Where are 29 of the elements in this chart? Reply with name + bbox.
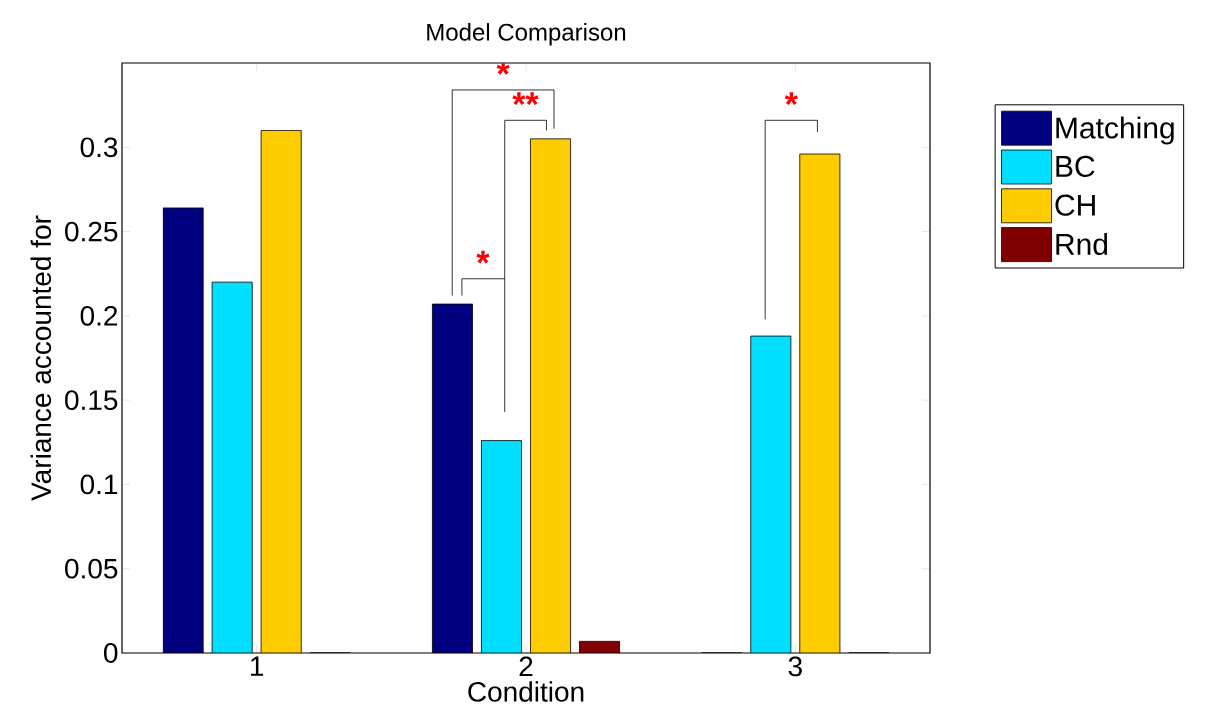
annotation: * <box>476 250 490 264</box>
annotation: ** <box>512 92 539 105</box>
y-tick-label: 0.3 <box>80 137 118 158</box>
bar <box>260 130 302 653</box>
annotation: * <box>496 62 510 75</box>
x-tick-label: 3 <box>788 656 802 677</box>
y-tick-label: 0.1 <box>80 474 118 495</box>
legend-label: Rnd <box>1056 232 1108 256</box>
x-tick-label: 1 <box>251 656 264 676</box>
chart-title: Model Comparison <box>427 23 626 46</box>
y-tick-label: 0.15 <box>65 390 118 411</box>
bar <box>481 440 522 653</box>
x-axis-title: Condition <box>468 681 584 702</box>
legend-label: CH <box>1055 194 1095 216</box>
bar <box>211 281 253 653</box>
y-tick-label: 0.2 <box>80 305 118 326</box>
y-tick-label: 0.05 <box>65 558 118 579</box>
y-tick-label: 0.25 <box>65 221 118 242</box>
legend-label: BC <box>1056 155 1095 178</box>
bar <box>162 207 204 653</box>
bar <box>799 153 841 653</box>
bar <box>432 303 473 653</box>
legend-label: Matching <box>1056 116 1174 145</box>
x-tick-label: 2 <box>519 656 533 677</box>
annotation: * <box>784 92 798 105</box>
y-axis-title: Variance accounted for <box>30 215 52 501</box>
y-tick-label: 0 <box>104 643 118 663</box>
bar <box>750 335 792 653</box>
bar <box>530 138 571 653</box>
